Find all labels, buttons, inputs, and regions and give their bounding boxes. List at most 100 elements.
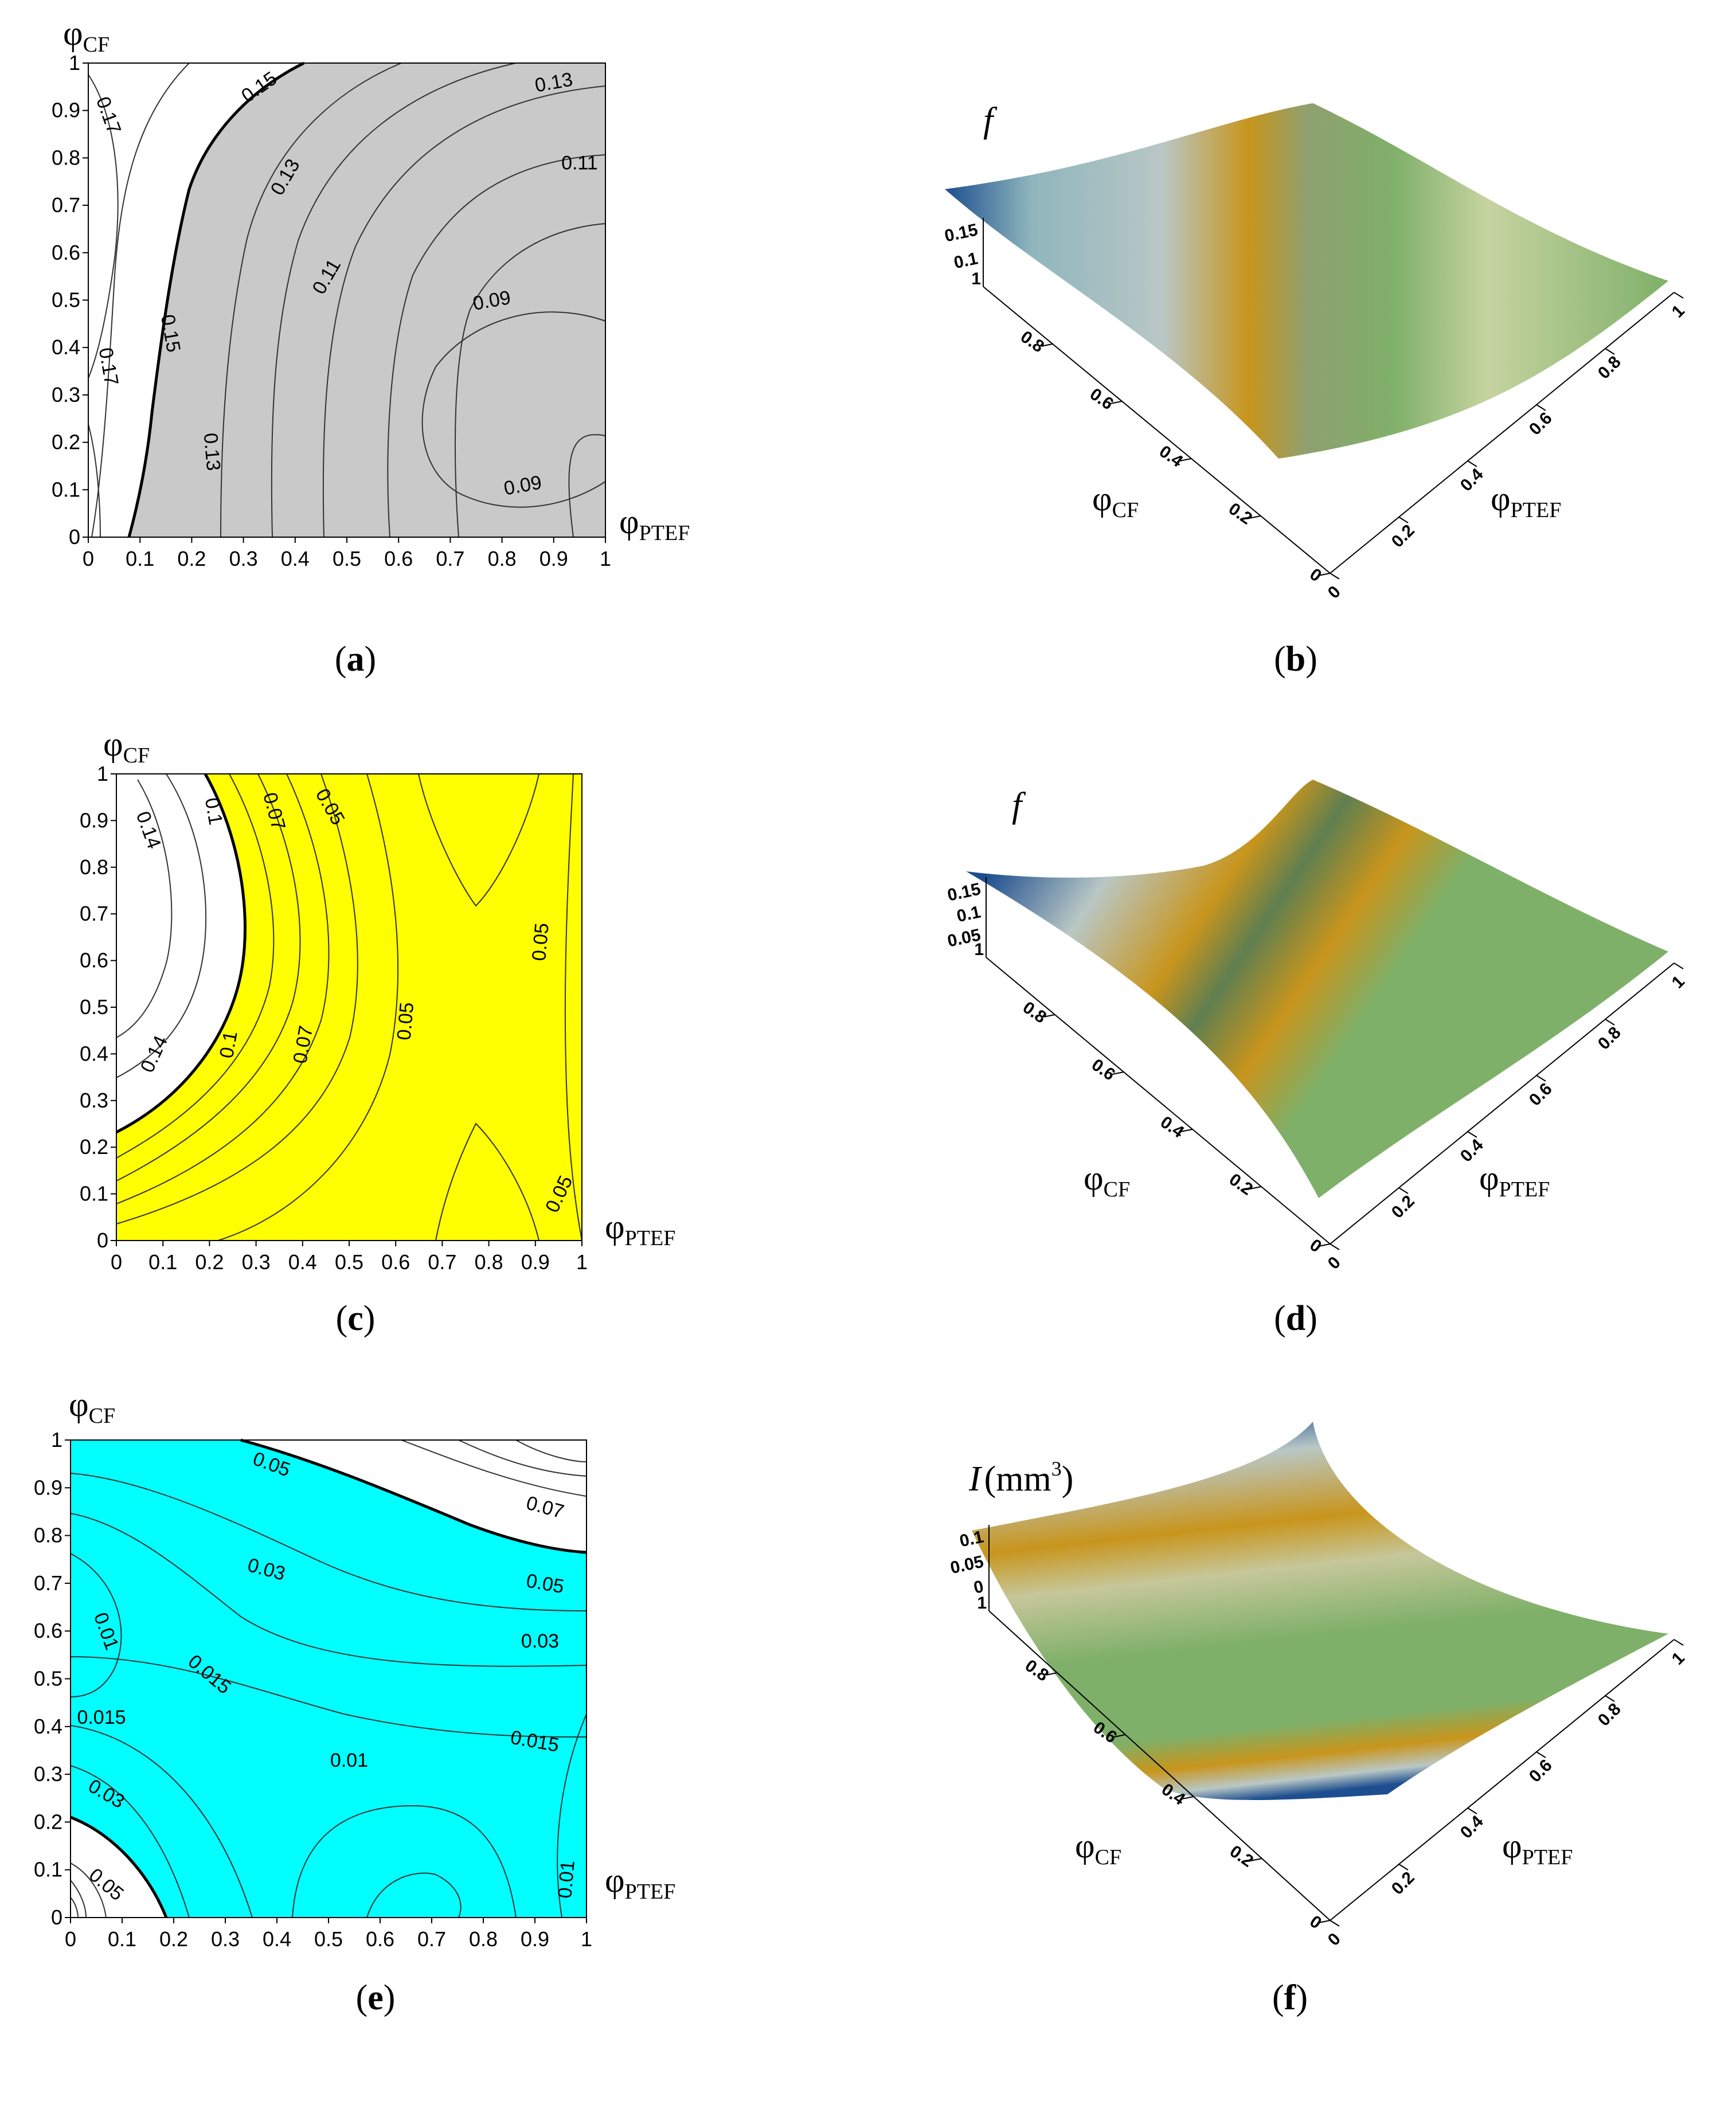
y-tick-label: 0.7 bbox=[34, 1571, 62, 1595]
x-tick-label: 0.8 bbox=[488, 547, 517, 570]
y-tick-label: 0 bbox=[69, 525, 80, 549]
y-tick-label: 0.4 bbox=[34, 1715, 62, 1738]
panel-b: 0.15 0.1 0.8 0.6 0.4 0.2 0 1 0 0.2 0.4 0.6 0.8 1 f … bbox=[860, 57, 1720, 631]
contour-label: 0.05 bbox=[393, 1001, 419, 1041]
y-tick-label: 0.6 bbox=[1088, 1055, 1119, 1085]
y-tick-mark bbox=[1249, 1186, 1262, 1190]
z-tick-label: 0.1 bbox=[955, 902, 983, 926]
y-tick-label: 0.2 bbox=[1226, 1842, 1257, 1871]
panel-f: 0.1 0.05 0 0.8 0.6 0.4 0.2 0 1 0 0.2 0.4 0.6 0.8 1 I… bbox=[860, 1399, 1720, 1972]
caption-e: (e) bbox=[355, 1978, 396, 2017]
y-tick-label: 0.3 bbox=[52, 383, 80, 406]
x-tick-label: 0 bbox=[65, 1927, 76, 1951]
y-tick-label: 0.8 bbox=[34, 1524, 62, 1547]
x-tick-label: 0.4 bbox=[263, 1927, 291, 1951]
y-axis-label-f: φCF bbox=[1075, 1827, 1121, 1869]
y-tick-mark bbox=[1110, 401, 1123, 404]
x-tick-label: 0 bbox=[1324, 1253, 1344, 1273]
x-tick-label: 0 bbox=[83, 547, 94, 570]
x-tick-label: 0 bbox=[111, 1250, 122, 1274]
x-tick-label: 0.2 bbox=[1388, 1868, 1418, 1899]
y-tick-label: 0.9 bbox=[52, 99, 80, 122]
x-tick-label: 0.9 bbox=[521, 1927, 549, 1951]
contour-chart-a: 0.170.15 0.130.110.130.110.090.170.150.13… bbox=[52, 14, 690, 570]
x-tick-label: 0.4 bbox=[288, 1250, 317, 1274]
caption-d: (d) bbox=[1274, 1299, 1317, 1338]
y-tick-label: 0.2 bbox=[34, 1810, 62, 1833]
x-tick-label: 0.7 bbox=[436, 547, 464, 570]
x-tick-mark bbox=[1398, 1864, 1409, 1871]
y-tick-label: 0.2 bbox=[80, 1135, 108, 1159]
x-tick-label: 1 bbox=[1668, 302, 1688, 322]
panel-a: 0.17 0.15 0.13 0.11 0.13 0.11 0.09 0.17 0.15 0.13… bbox=[0, 0, 745, 631]
y-axis-ticks-e: 0 0.1 0.2 0.3 0.4 0.5 0.6 0.7 0.8 0.9 1 bbox=[34, 1428, 71, 1929]
y-tick-label: 0.8 bbox=[80, 855, 108, 879]
x-tick-mark bbox=[1330, 1920, 1340, 1927]
contour-label: 0.05 bbox=[528, 922, 553, 962]
white-region-top-e bbox=[241, 1440, 587, 1552]
y-tick-label: 0.4 bbox=[52, 335, 80, 359]
surface-d bbox=[966, 780, 1668, 1198]
z-axis-label-d: f bbox=[1012, 786, 1026, 825]
x-tick-label: 0.6 bbox=[384, 547, 413, 570]
contour-label: 0.03 bbox=[521, 1630, 559, 1652]
x-tick-label: 0.7 bbox=[417, 1927, 446, 1951]
y-axis-ticks-a: 0 0.1 0.2 0.3 0.4 0.5 0.6 0.7 0.8 0.9 1 bbox=[52, 51, 88, 549]
y-tick-label: 0.6 bbox=[34, 1619, 62, 1642]
axes-f bbox=[988, 1525, 1675, 1921]
surface-b bbox=[945, 103, 1668, 459]
axes-d bbox=[986, 877, 1675, 1245]
x-tick-label: 0.6 bbox=[1526, 1079, 1556, 1110]
y-corner-tick-label: 1 bbox=[977, 1594, 987, 1613]
y-axis-ticks-c: 0 0.1 0.2 0.3 0.4 0.5 0.6 0.7 0.8 0.9 1 bbox=[80, 762, 116, 1252]
y-tick-mark bbox=[1043, 1014, 1055, 1018]
y-tick-mark bbox=[1182, 1796, 1194, 1799]
x-axis-ticks-c: 0 0.1 0.2 0.3 0.4 0.5 0.6 0.7 0.8 0.9 1 bbox=[111, 1241, 588, 1274]
x-tick-mark bbox=[1605, 1019, 1615, 1026]
x-tick-mark bbox=[1467, 1131, 1477, 1138]
x-tick-label: 0.1 bbox=[126, 547, 154, 570]
x-tick-mark bbox=[1674, 962, 1684, 969]
y-tick-label: 0.5 bbox=[34, 1667, 62, 1691]
x-tick-label: 1 bbox=[581, 1927, 592, 1951]
y-axis-label-d: φCF bbox=[1084, 1159, 1130, 1202]
y-tick-label: 0.8 bbox=[52, 146, 80, 169]
y-axis-label-a: φCF bbox=[63, 14, 110, 57]
y-tick-label: 0.3 bbox=[80, 1089, 108, 1112]
contour-lines-e bbox=[70, 1438, 587, 1918]
y-axis-label-e: φCF bbox=[69, 1386, 115, 1428]
x-tick-mark bbox=[1536, 1751, 1546, 1758]
x-tick-mark bbox=[1398, 517, 1409, 523]
y-tick-label: 0.1 bbox=[52, 478, 80, 501]
x-axis-label-b: φPTEF bbox=[1491, 480, 1561, 522]
white-region-corner-e bbox=[71, 1817, 166, 1918]
surface-chart-d: 0.150.10.05 0.80.60.40.201 00.20.40.60.8… bbox=[946, 780, 1688, 1273]
x-tick-label: 0.1 bbox=[108, 1927, 136, 1951]
x-tick-mark bbox=[1467, 1807, 1477, 1814]
contour-label: 0.1 bbox=[216, 1030, 242, 1060]
y-tick-mark bbox=[1249, 515, 1261, 519]
z-tick-label: 0 bbox=[972, 1577, 985, 1598]
caption-c: (c) bbox=[335, 1299, 376, 1338]
x-tick-mark bbox=[1467, 460, 1477, 467]
x-tick-label: 0.8 bbox=[469, 1927, 498, 1951]
x-tick-label: 0.4 bbox=[1457, 465, 1487, 495]
contour-chart-e: 0.050.070.03 0.050.01 0.030.0150.0150.0150… bbox=[34, 1386, 675, 1951]
x-tick-label: 0.7 bbox=[428, 1250, 456, 1274]
contour-label: 0.01 bbox=[554, 1860, 579, 1899]
x-tick-label: 0.8 bbox=[1594, 353, 1625, 383]
x-tick-mark bbox=[1330, 573, 1340, 580]
x-tick-label: 0.9 bbox=[539, 547, 568, 570]
y-tick-label: 0.2 bbox=[52, 431, 80, 454]
x-tick-label: 1 bbox=[1668, 1649, 1688, 1669]
x-tick-label: 1 bbox=[1668, 972, 1688, 992]
x-tick-label: 0.6 bbox=[1526, 1756, 1556, 1786]
y-tick-label: 0.8 bbox=[1019, 998, 1050, 1027]
x-tick-mark bbox=[1330, 1243, 1340, 1250]
y-tick-label: 0.6 bbox=[52, 241, 80, 264]
contour-lines-a bbox=[88, 61, 606, 538]
y-tick-label: 0.6 bbox=[80, 949, 108, 972]
y-tick-mark bbox=[1112, 1071, 1124, 1075]
x-tick-label: 0.4 bbox=[1457, 1812, 1487, 1842]
x-tick-mark bbox=[1674, 1639, 1684, 1646]
